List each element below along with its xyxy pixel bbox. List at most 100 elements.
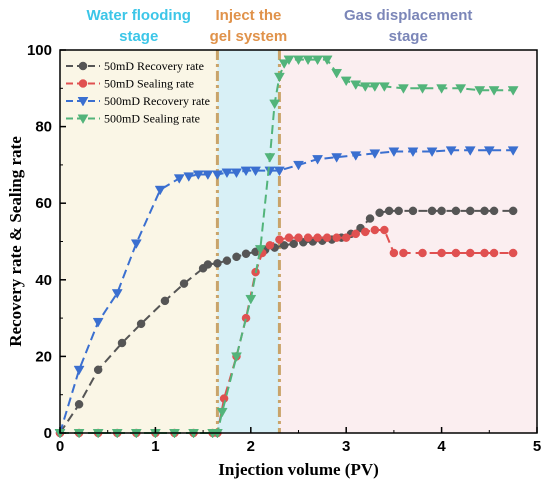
data-point bbox=[211, 170, 223, 180]
data-point bbox=[179, 279, 189, 288]
data-point bbox=[455, 84, 467, 94]
data-point bbox=[265, 241, 275, 250]
data-point bbox=[384, 206, 394, 216]
data-point bbox=[407, 147, 419, 157]
data-point bbox=[341, 233, 351, 242]
series-2 bbox=[54, 146, 519, 439]
data-point bbox=[380, 225, 389, 235]
data-point bbox=[370, 225, 380, 235]
data-point bbox=[183, 172, 195, 182]
data-point bbox=[302, 55, 314, 66]
legend-label: 50mD Recovery rate bbox=[104, 59, 204, 73]
data-point bbox=[92, 317, 104, 328]
stage-label-0-line-1: Water flooding bbox=[86, 7, 190, 24]
data-point bbox=[284, 233, 294, 242]
series-line bbox=[59, 149, 514, 434]
data-point bbox=[488, 86, 500, 96]
data-point bbox=[508, 206, 518, 216]
data-point bbox=[130, 239, 142, 249]
data-point bbox=[359, 82, 371, 92]
data-point bbox=[264, 166, 276, 177]
legend-entry-1: 50mD Sealing rate bbox=[66, 77, 194, 91]
stage-label-2-line-1: Gas displacement bbox=[344, 7, 472, 24]
data-point bbox=[293, 55, 304, 66]
stage-label-1-line-1: Inject the bbox=[215, 7, 281, 24]
data-point bbox=[394, 206, 403, 216]
data-point bbox=[489, 248, 499, 258]
legend-entry-0: 50mD Recovery rate bbox=[66, 59, 204, 73]
x-tick-label: 4 bbox=[437, 438, 446, 455]
data-point bbox=[73, 365, 85, 376]
data-point bbox=[332, 233, 341, 242]
data-point bbox=[365, 214, 375, 223]
data-point bbox=[154, 185, 166, 196]
data-point bbox=[389, 248, 399, 258]
data-point bbox=[437, 206, 446, 216]
data-point bbox=[331, 153, 343, 163]
legend-swatch-marker bbox=[78, 79, 88, 88]
data-point bbox=[418, 248, 427, 258]
data-point bbox=[464, 146, 476, 156]
data-point bbox=[507, 86, 519, 96]
data-point bbox=[474, 86, 486, 96]
stage-labels: Water flooding stage Inject the gel system G… bbox=[86, 7, 472, 45]
x-tick-label: 5 bbox=[533, 438, 541, 455]
data-point bbox=[378, 82, 390, 92]
data-point bbox=[269, 99, 281, 110]
data-point bbox=[375, 208, 384, 218]
stage-label-1-line-2: gel system bbox=[210, 28, 288, 45]
legend-swatch-marker bbox=[77, 97, 89, 107]
data-point bbox=[426, 147, 438, 157]
data-point bbox=[436, 84, 448, 94]
data-point bbox=[240, 166, 252, 177]
data-point bbox=[427, 206, 437, 216]
x-tick-label: 2 bbox=[247, 438, 255, 455]
data-point bbox=[111, 289, 123, 299]
data-point bbox=[445, 146, 457, 156]
data-point bbox=[408, 206, 418, 216]
data-point bbox=[232, 252, 241, 262]
data-point bbox=[340, 76, 352, 87]
y-tick-label: 80 bbox=[35, 119, 52, 136]
data-point bbox=[465, 248, 475, 258]
data-point bbox=[388, 147, 400, 157]
x-axis-title: Injection volume (PV) bbox=[218, 460, 379, 479]
data-point bbox=[213, 259, 222, 268]
data-point bbox=[221, 168, 233, 179]
data-point bbox=[117, 338, 127, 348]
legend-entry-2: 500mD Recovery rate bbox=[66, 94, 210, 108]
legend-entry-3: 500mD Sealing rate bbox=[66, 112, 200, 126]
data-point bbox=[312, 55, 324, 66]
data-point bbox=[451, 206, 461, 216]
data-point bbox=[398, 84, 409, 94]
data-point bbox=[273, 72, 285, 83]
axes: 0 1 2 3 4 5 0 20 40 60 80 100 bbox=[27, 42, 541, 455]
data-point bbox=[231, 352, 242, 362]
data-point bbox=[173, 174, 185, 184]
data-point bbox=[250, 166, 262, 177]
data-point bbox=[279, 241, 289, 250]
data-point bbox=[321, 55, 333, 66]
data-point bbox=[369, 149, 381, 159]
data-point bbox=[508, 248, 518, 258]
data-point bbox=[245, 294, 257, 305]
x-tick-label: 1 bbox=[151, 438, 159, 455]
data-point bbox=[303, 233, 313, 242]
data-point bbox=[369, 82, 381, 92]
data-point bbox=[437, 248, 446, 258]
data-point bbox=[74, 400, 84, 409]
data-point bbox=[283, 55, 295, 66]
legend-swatch-marker bbox=[77, 114, 89, 125]
data-point bbox=[322, 233, 332, 242]
stage-label-0-line-2: stage bbox=[119, 28, 158, 45]
data-point bbox=[289, 239, 298, 249]
data-point bbox=[507, 146, 519, 156]
data-point bbox=[278, 59, 290, 69]
x-tick-label: 3 bbox=[342, 438, 350, 455]
legend: 50mD Recovery rate 50mD Sealing rate 500mD… bbox=[66, 59, 210, 126]
data-point bbox=[313, 233, 322, 242]
data-point bbox=[136, 319, 146, 329]
data-point bbox=[480, 206, 489, 216]
data-point bbox=[264, 153, 276, 163]
data-point bbox=[93, 365, 103, 375]
